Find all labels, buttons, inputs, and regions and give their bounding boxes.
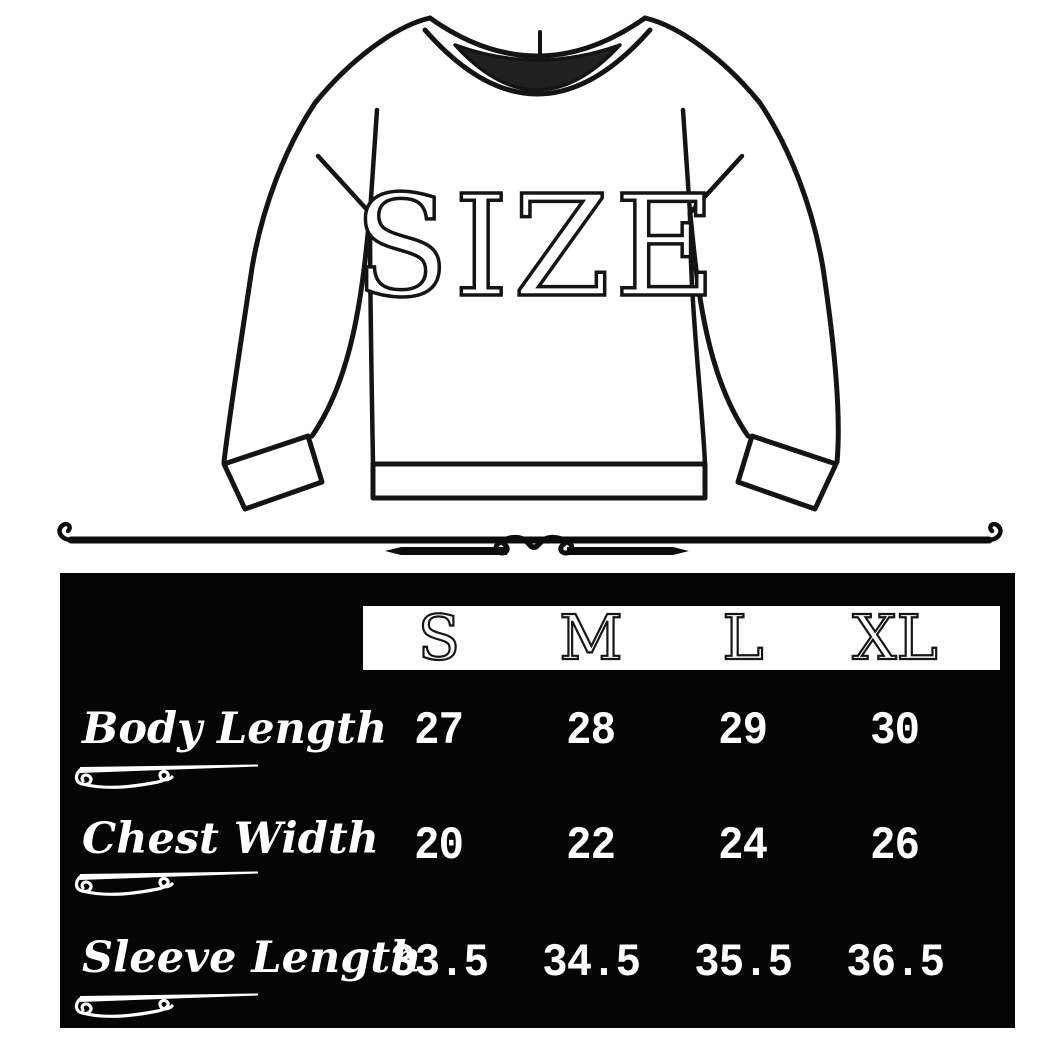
size-value: 22 xyxy=(566,820,617,872)
flourish-underline-icon xyxy=(74,871,258,896)
right-sleeve-outline xyxy=(642,15,841,465)
left-sleeve-outline xyxy=(221,15,433,465)
hem-band xyxy=(370,461,708,501)
sweatshirt-illustration: SIZE xyxy=(221,15,841,512)
right-cuff xyxy=(735,433,839,512)
column-header-l: L xyxy=(721,601,764,674)
collar-inner-arc xyxy=(422,27,653,97)
left-shoulder-seam xyxy=(315,153,373,216)
flourish-underline-icon xyxy=(74,764,258,789)
collar-outer-arc xyxy=(427,15,648,59)
size-header-row: S M L XL xyxy=(363,601,971,674)
size-value: 34.5 xyxy=(542,937,641,989)
row-label-chest-width: Chest Width xyxy=(82,814,379,864)
table-row: 33.5 34.5 35.5 36.5 xyxy=(363,935,971,991)
size-value: 27 xyxy=(414,705,465,757)
size-value: 26 xyxy=(870,820,921,872)
row-label-sleeve-length: Sleeve Length xyxy=(82,933,422,983)
row-label-body-length: Body Length xyxy=(82,704,388,754)
size-value: 30 xyxy=(870,705,921,757)
size-value: 29 xyxy=(718,705,769,757)
size-value: 35.5 xyxy=(694,937,793,989)
neck-opening-shadow xyxy=(453,43,622,92)
shirt-print-text: SIZE xyxy=(354,166,721,329)
size-value: 28 xyxy=(566,705,617,757)
column-header-xl: XL xyxy=(851,601,939,674)
flourish-underline-icon xyxy=(74,993,258,1018)
ornamental-divider-icon xyxy=(57,522,1003,556)
left-cuff xyxy=(221,433,325,512)
left-sleeve-inner xyxy=(309,210,373,439)
right-sleeve-inner xyxy=(687,210,751,439)
right-shoulder-seam xyxy=(687,153,745,216)
size-value: 20 xyxy=(414,820,465,872)
size-value: 36.5 xyxy=(846,937,945,989)
column-header-m: M xyxy=(558,601,624,674)
column-header-s: S xyxy=(417,601,462,674)
table-row: 20 22 24 26 xyxy=(363,818,971,874)
size-value: 33.5 xyxy=(390,937,489,989)
table-row: 27 28 29 30 xyxy=(363,703,971,759)
header-band xyxy=(363,606,1000,670)
size-value: 24 xyxy=(718,820,769,872)
size-table: S M L XL Body Length 27 28 29 30 Chest W… xyxy=(60,573,1015,1028)
